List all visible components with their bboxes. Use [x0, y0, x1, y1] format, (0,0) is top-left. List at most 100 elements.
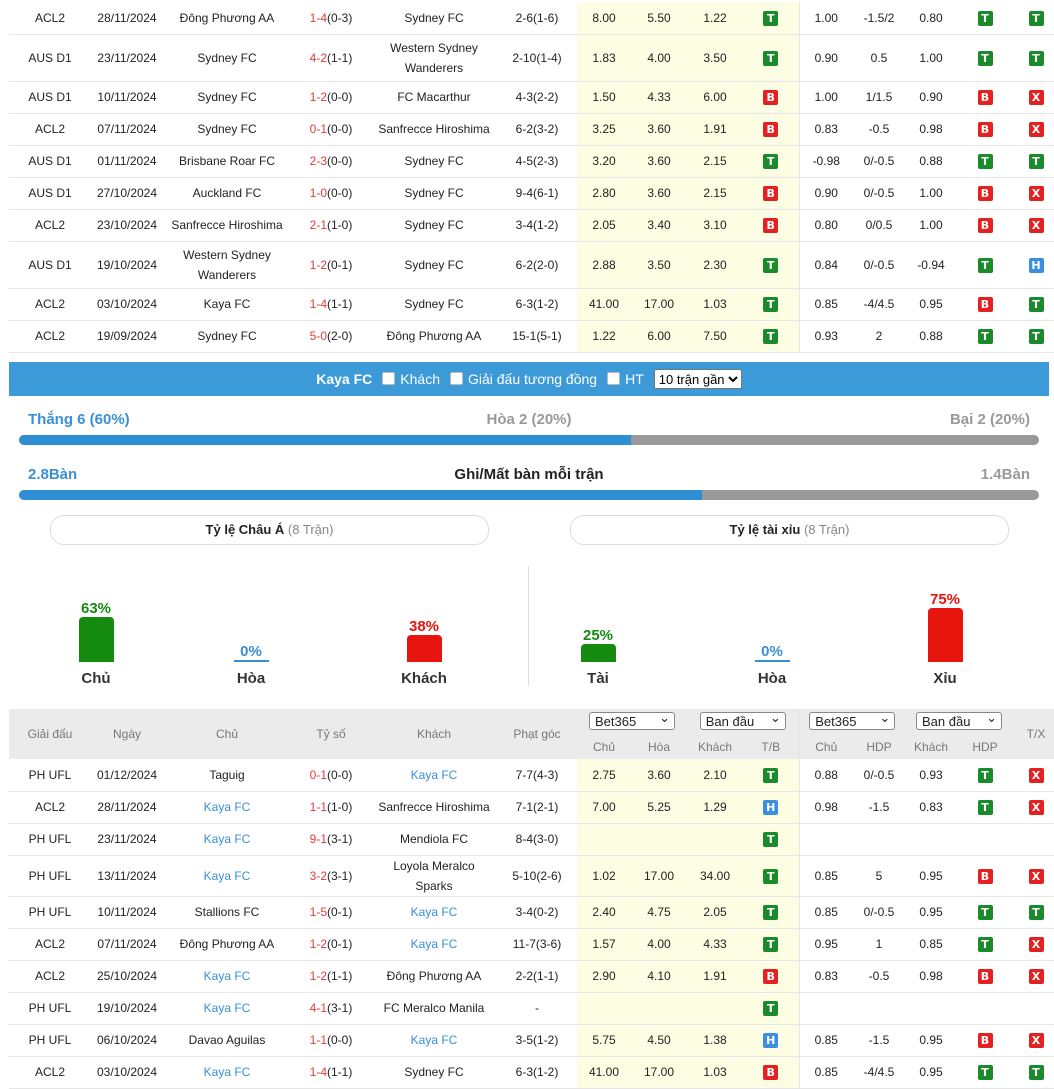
home-team-cell[interactable]: Kaya FC — [163, 288, 291, 321]
home-team-cell[interactable]: Kaya FC — [163, 1056, 291, 1089]
ht-checkbox[interactable]: HT — [607, 371, 644, 387]
odds-draw-cell: 3.60 — [631, 145, 687, 178]
home-team-cell[interactable]: Kaya FC — [163, 992, 291, 1025]
away-checkbox[interactable]: Khách — [382, 371, 440, 387]
ou-result-cell — [1013, 823, 1054, 856]
away-team-cell[interactable]: FC Macarthur — [371, 81, 497, 114]
tb-cell: H — [743, 791, 799, 824]
half-time-score: (0-0) — [327, 767, 353, 782]
checkbox-icon[interactable] — [607, 372, 621, 385]
home-team-cell[interactable]: Kaya FC — [163, 791, 291, 824]
loss-text: Bại 2 (20%) — [949, 411, 1030, 428]
odds-type-select-2[interactable]: Ban đầu — [916, 709, 1002, 730]
score-cell[interactable]: 1-2(1-1) — [291, 960, 371, 993]
home-team-cell[interactable]: Taguig — [163, 759, 291, 792]
ou-result-badge: X — [1028, 767, 1044, 783]
checkbox-icon[interactable] — [449, 372, 463, 385]
hdp-away-cell: 0.90 — [905, 81, 957, 114]
checkbox-icon[interactable] — [382, 372, 396, 385]
score-cell[interactable]: 2-1(1-0) — [291, 209, 371, 242]
date-cell: 27/10/2024 — [91, 177, 163, 210]
score-cell[interactable]: 4-2(1-1) — [291, 34, 371, 82]
hdp-home-cell: 0.84 — [798, 241, 853, 289]
home-team-cell[interactable]: Kaya FC — [163, 960, 291, 993]
league-cell: AUS D1 — [9, 81, 91, 114]
book2-cell: Bet365 — [798, 709, 905, 735]
score-cell[interactable]: 0-1(0-0) — [291, 759, 371, 792]
score-cell[interactable]: 1-2(0-1) — [291, 928, 371, 961]
hdp-line-cell: 1 — [853, 928, 905, 961]
corner-cell: 2-10(1-4) — [497, 34, 577, 82]
home-team-cell[interactable]: Kaya FC — [163, 823, 291, 856]
ou-result-cell: X — [1013, 209, 1054, 242]
score-cell[interactable]: 4-1(3-1) — [291, 992, 371, 1025]
odds-type-select-1[interactable]: Ban đầu — [699, 709, 786, 730]
away-team-cell[interactable]: Sanfrecce Hiroshima — [371, 113, 497, 146]
away-team-cell[interactable]: Sydney FC — [371, 241, 497, 289]
score-cell[interactable]: 1-1(0-0) — [291, 1024, 371, 1057]
odds-away-cell: 4.33 — [687, 928, 743, 961]
away-team-cell[interactable]: Loyola Meralco Sparks — [371, 855, 497, 897]
hdp-line-cell: 5 — [853, 855, 905, 897]
bookmaker-select-2[interactable]: Bet365 — [809, 709, 896, 730]
same-league-checkbox[interactable]: Giải đấu tương đồng — [449, 371, 597, 387]
home-team-cell[interactable]: Đông Phương AA — [163, 2, 291, 35]
away-team-cell[interactable]: FC Meralco Manila — [371, 992, 497, 1025]
date-cell: 07/11/2024 — [91, 928, 163, 961]
home-team-cell[interactable]: Western Sydney Wanderers — [163, 241, 291, 289]
home-team-cell[interactable]: Brisbane Roar FC — [163, 145, 291, 178]
score-cell[interactable]: 1-5(0-1) — [291, 896, 371, 929]
home-team-cell[interactable]: Kaya FC — [163, 855, 291, 897]
away-team-cell[interactable]: Mendiola FC — [371, 823, 497, 856]
away-team-cell[interactable]: Sydney FC — [371, 288, 497, 321]
tb-cell: T — [743, 855, 799, 897]
away-team-cell[interactable]: Đông Phương AA — [371, 960, 497, 993]
away-team-cell[interactable]: Sydney FC — [371, 2, 497, 35]
away-team-cell[interactable]: Western Sydney Wanderers — [371, 34, 497, 82]
score-cell[interactable]: 1-1(1-0) — [291, 791, 371, 824]
score-cell[interactable]: 1-2(0-1) — [291, 241, 371, 289]
league-cell: AUS D1 — [9, 177, 91, 210]
half-time-score: (1-1) — [327, 297, 353, 311]
home-team-cell[interactable]: Sanfrecce Hiroshima — [163, 209, 291, 242]
score-cell[interactable]: 1-2(0-0) — [291, 81, 371, 114]
home-team-cell[interactable]: Davao Aguilas — [163, 1024, 291, 1057]
date-cell: 03/10/2024 — [91, 288, 163, 321]
home-team-cell[interactable]: Sydney FC — [163, 113, 291, 146]
match-row: AUS D1 19/10/2024 Western Sydney Wanderers… — [9, 241, 1054, 289]
goals-for-text: 2.8Bàn — [28, 466, 78, 483]
away-team-cell[interactable]: Sydney FC — [371, 1056, 497, 1089]
recent-matches-select[interactable]: 10 trận gần — [653, 369, 742, 389]
home-team-cell[interactable]: Sydney FC — [163, 34, 291, 82]
score-cell[interactable]: 2-3(0-0) — [291, 145, 371, 178]
ou-result-badge: X — [1028, 937, 1044, 952]
score-cell[interactable]: 1-4(1-1) — [291, 1056, 371, 1089]
tb-cell: T — [743, 288, 799, 321]
col-date: Ngày — [91, 709, 163, 759]
away-team-cell[interactable]: Kaya FC — [371, 1024, 497, 1057]
home-team-cell[interactable]: Đông Phương AA — [163, 928, 291, 961]
away-team-cell[interactable]: Đông Phương AA — [371, 320, 497, 353]
score-cell[interactable]: 9-1(3-1) — [291, 823, 371, 856]
score-cell[interactable]: 5-0(2-0) — [291, 320, 371, 353]
win-fill — [19, 435, 631, 445]
score-cell[interactable]: 0-1(0-0) — [291, 113, 371, 146]
away-team-cell[interactable]: Kaya FC — [371, 928, 497, 961]
bookmaker-select-1[interactable]: Bet365 — [589, 709, 675, 730]
home-team-cell[interactable]: Auckland FC — [163, 177, 291, 210]
score-cell[interactable]: 1-4(0-3) — [291, 2, 371, 35]
away-team-cell[interactable]: Kaya FC — [371, 896, 497, 929]
away-team-cell[interactable]: Sydney FC — [371, 209, 497, 242]
score-cell[interactable]: 3-2(3-1) — [291, 855, 371, 897]
date-cell: 01/11/2024 — [91, 145, 163, 178]
away-team-cell[interactable]: Sanfrecce Hiroshima — [371, 791, 497, 824]
score-cell[interactable]: 1-0(0-0) — [291, 177, 371, 210]
away-team-cell[interactable]: Sydney FC — [371, 145, 497, 178]
away-team-cell[interactable]: Sydney FC — [371, 177, 497, 210]
score-cell[interactable]: 1-4(1-1) — [291, 288, 371, 321]
home-team-cell[interactable]: Sydney FC — [163, 81, 291, 114]
date-cell: 19/10/2024 — [91, 241, 163, 289]
away-team-cell[interactable]: Kaya FC — [371, 759, 497, 792]
home-team-cell[interactable]: Stallions FC — [163, 896, 291, 929]
home-team-cell[interactable]: Sydney FC — [163, 320, 291, 353]
